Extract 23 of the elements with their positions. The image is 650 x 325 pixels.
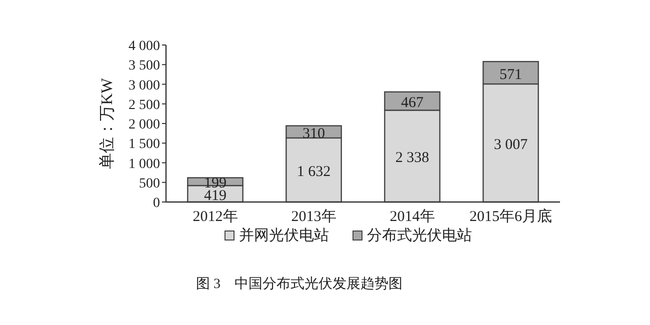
data-label: 467 [401,95,424,112]
legend-label: 并网光伏电站 [239,227,329,244]
y-tick-label: 4 000 [128,39,160,54]
y-tick-label: 0 [153,196,160,211]
x-tick-label: 2014年 [390,208,435,225]
x-tick-label: 2012年 [192,208,238,225]
data-label: 571 [500,66,522,83]
text: 图 3 中国分布式光伏发展趋势图 [196,276,402,292]
y-tick-label: 3 000 [128,78,160,94]
y-tick-label: 500 [139,176,160,192]
y-tick-label: 3 500 [128,58,160,74]
y-tick-label: 2 500 [128,98,160,113]
y-axis-title: 单位：万KW [98,77,116,169]
legend-label: 分布式光伏电站 [367,227,472,244]
x-tick-label: 2013年 [291,208,336,225]
data-label: 419 [204,188,226,204]
y-tick-label: 2 000 [128,118,160,132]
x-tick-label: 2015年6月底 [470,208,552,225]
data-label: 1 632 [296,164,331,180]
y-tick-label: 1 000 [128,156,160,172]
data-label: 2 338 [395,150,430,166]
y-tick-label: 1 500 [128,137,160,152]
data-label: 3 007 [494,136,528,153]
